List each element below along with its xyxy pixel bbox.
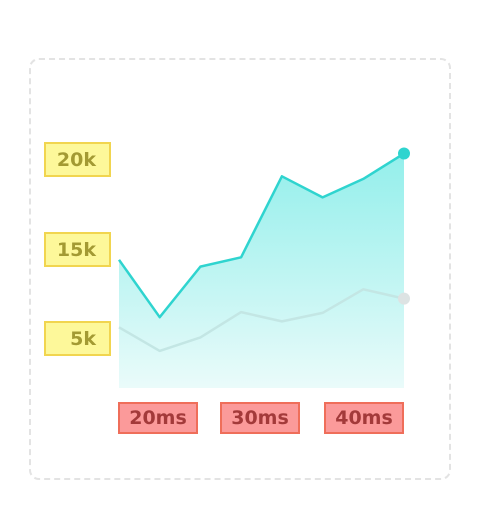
series-end-point-primary <box>398 147 410 160</box>
x-tick-label-20ms: 20ms <box>118 402 198 434</box>
y-tick-label-15k: 15k <box>44 232 111 267</box>
series-line-secondary <box>118 288 405 353</box>
x-tick-label-40ms: 40ms <box>324 402 404 434</box>
y-tick-label-5k: 5k <box>44 321 111 356</box>
y-tick-label-20k: 20k <box>44 142 111 177</box>
area-fill <box>119 153 404 388</box>
x-tick-label-30ms: 30ms <box>220 402 300 434</box>
series-line-primary <box>117 152 405 319</box>
series-end-point-secondary <box>398 292 410 305</box>
